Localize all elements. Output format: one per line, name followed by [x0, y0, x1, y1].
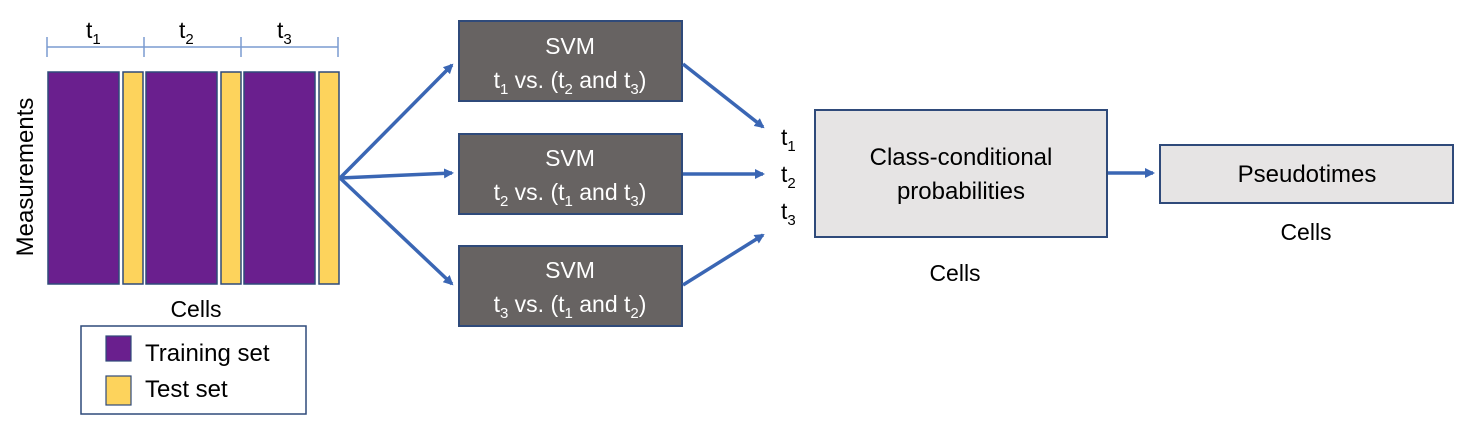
- time-label-t2: t2: [179, 17, 194, 48]
- time-bracket: [46, 37, 339, 57]
- prob-input-t2: t2: [781, 161, 796, 192]
- probabilities-line1: Class-conditional: [870, 144, 1053, 171]
- legend-label-training: Training set: [145, 340, 270, 367]
- training-block-t3: [243, 71, 316, 285]
- training-block-t1: [47, 71, 120, 285]
- svm-box-2: SVM t2 vs. (t1 and t3): [458, 133, 683, 215]
- legend: Training set Test set: [80, 325, 307, 415]
- probabilities-cells-label: Cells: [929, 260, 980, 286]
- svm-title-1: SVM: [545, 33, 595, 59]
- legend-swatch-test: [105, 375, 132, 406]
- test-block-t3: [318, 71, 340, 285]
- measurements-label: Measurements: [12, 98, 39, 257]
- training-block-t2: [145, 71, 218, 285]
- svm-title-2: SVM: [545, 145, 595, 171]
- svm-box-1: SVM t1 vs. (t2 and t3): [458, 20, 683, 102]
- svm-comparison-2: t2 vs. (t1 and t3): [494, 179, 647, 210]
- probabilities-box: Class-conditional probabilities: [814, 109, 1108, 238]
- fan-in-arrows: [681, 62, 765, 287]
- pseudotimes-box: Pseudotimes: [1159, 144, 1454, 204]
- test-block-t2: [220, 71, 242, 285]
- legend-label-test: Test set: [145, 376, 228, 403]
- fan-out-arrows: [338, 63, 454, 286]
- prob-input-t3: t3: [781, 198, 796, 229]
- pseudotimes-label: Pseudotimes: [1238, 161, 1377, 188]
- pseudotimes-cells-label: Cells: [1280, 219, 1331, 245]
- svm-comparison-1: t1 vs. (t2 and t3): [494, 67, 647, 98]
- data-matrix: [47, 71, 340, 285]
- probabilities-line2: probabilities: [897, 178, 1025, 205]
- time-label-t3: t3: [277, 17, 292, 48]
- svm-title-3: SVM: [545, 257, 595, 283]
- legend-swatch-training: [105, 335, 132, 362]
- prob-input-t1: t1: [781, 124, 796, 155]
- svm-box-3: SVM t3 vs. (t1 and t2): [458, 245, 683, 327]
- matrix-cells-label: Cells: [170, 296, 221, 322]
- test-block-t1: [122, 71, 144, 285]
- time-label-t1: t1: [86, 17, 101, 48]
- svm-comparison-3: t3 vs. (t1 and t2): [494, 291, 647, 322]
